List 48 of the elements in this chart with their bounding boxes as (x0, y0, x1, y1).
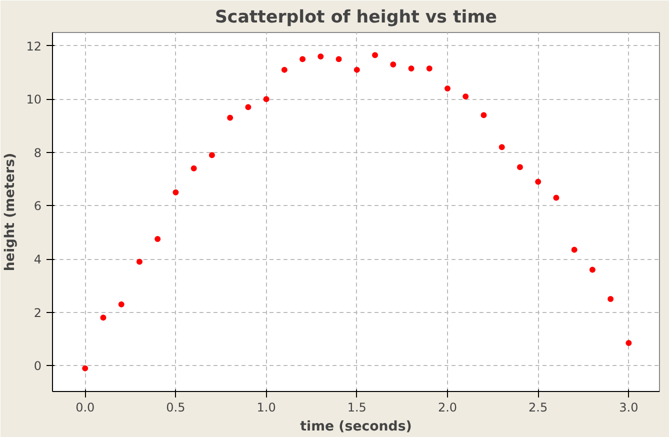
point (190, 165, 197, 172)
point (100, 314, 106, 321)
point (372, 52, 378, 58)
y-tick-label: 10 (26, 92, 42, 107)
point (136, 258, 142, 265)
y-tick-label: 2 (34, 306, 42, 320)
y-tick-label: 8 (34, 146, 42, 160)
point (535, 178, 542, 185)
point (516, 164, 523, 170)
x-tick-label: 1.0 (256, 400, 276, 414)
point (245, 104, 252, 110)
point (444, 85, 451, 92)
y-tick-label: 12 (26, 39, 42, 54)
point (462, 93, 469, 100)
point (571, 246, 578, 253)
point (263, 96, 270, 102)
point (208, 152, 215, 158)
point (354, 66, 360, 73)
point (498, 144, 505, 150)
y-tick-label: 0 (34, 359, 42, 374)
x-tick-label: 0.0 (76, 400, 95, 414)
x-axis-title: time (seconds) (300, 420, 412, 434)
point (336, 56, 342, 62)
point (118, 301, 124, 308)
x-tick-label: 0.5 (166, 400, 186, 414)
point (318, 53, 324, 60)
y-axis-title: height (meters) (3, 152, 18, 272)
y-tick-label: 6 (34, 199, 42, 214)
chart-title: Scatterplot of height vs time (214, 8, 498, 28)
point (589, 266, 596, 273)
point (626, 340, 632, 346)
point (82, 365, 88, 372)
point (390, 61, 396, 68)
point (300, 56, 306, 62)
point (608, 296, 614, 302)
point (281, 66, 288, 73)
point (172, 189, 179, 196)
point (227, 114, 234, 121)
point (408, 65, 414, 72)
point (480, 112, 487, 118)
x-tick-label: 2.0 (438, 400, 458, 414)
point (154, 236, 161, 242)
point (553, 194, 560, 201)
x-tick-label: 1.5 (347, 400, 366, 414)
x-tick-label: 2.5 (528, 400, 548, 414)
x-tick-label: 3.0 (619, 400, 638, 414)
y-tick-label: 4 (34, 252, 42, 267)
point (426, 65, 432, 72)
